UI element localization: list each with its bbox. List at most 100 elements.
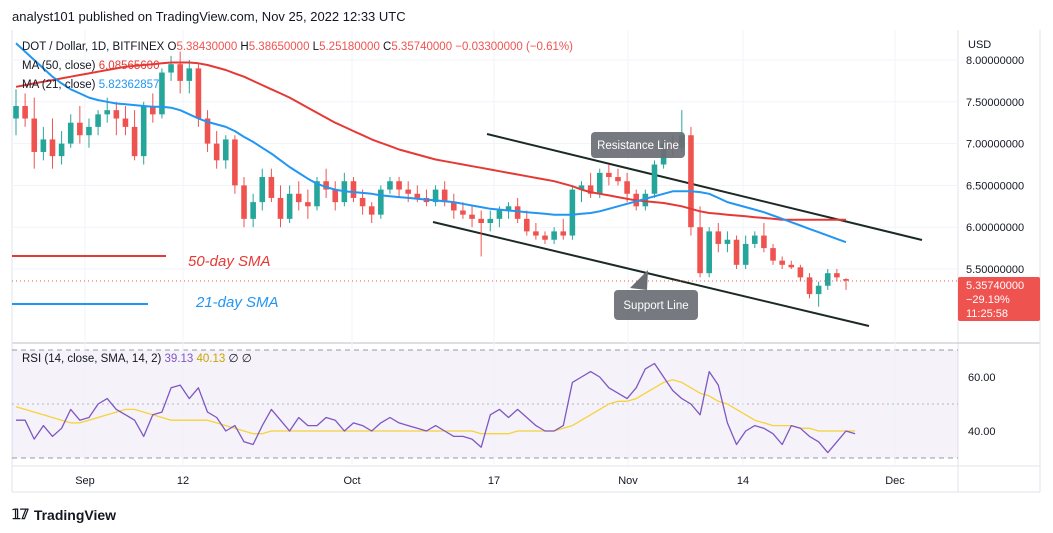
- candle-body: [159, 72, 165, 115]
- candle-body: [387, 181, 393, 190]
- candle: [387, 177, 393, 194]
- price-tick-label: 6.00000000: [966, 222, 1024, 234]
- candle: [688, 126, 694, 236]
- candle: [268, 168, 275, 203]
- candle-body: [569, 189, 576, 236]
- rsi-line: [16, 362, 856, 454]
- rsi-tick-label: 60.00: [968, 372, 996, 384]
- ma50-line: [15, 61, 846, 221]
- candle-body: [140, 105, 147, 157]
- candle-body: [104, 110, 111, 115]
- time-tick-label[interactable]: 12: [177, 475, 189, 487]
- candle: [733, 235, 740, 269]
- price-tick-label: 5.50000000: [966, 264, 1024, 276]
- time-tick-label[interactable]: Dec: [885, 475, 905, 487]
- candle-body: [305, 202, 311, 207]
- candle-body: [323, 181, 329, 190]
- candle-body: [797, 267, 804, 278]
- candle-body: [469, 214, 475, 219]
- candle-body: [186, 68, 193, 81]
- time-tick-label[interactable]: 14: [737, 475, 749, 487]
- candle: [815, 281, 822, 307]
- candle-body: [13, 105, 19, 119]
- candle-body: [551, 231, 557, 240]
- sma50-annotation: 50-day SMA: [188, 253, 271, 270]
- rsi-sma-line: [15, 379, 856, 435]
- candle-body: [131, 126, 138, 157]
- candle: [797, 264, 804, 282]
- candle: [58, 131, 65, 165]
- candle-body: [460, 210, 466, 215]
- candle-body: [779, 260, 785, 265]
- candle-body: [651, 164, 658, 194]
- candle: [569, 185, 576, 240]
- candle: [834, 269, 840, 282]
- candle-body: [542, 235, 548, 240]
- candle: [770, 243, 776, 265]
- candle: [277, 185, 284, 228]
- candle-body: [815, 285, 822, 295]
- candle: [578, 181, 585, 203]
- time-tick-label[interactable]: 17: [488, 475, 500, 487]
- candle: [487, 210, 494, 232]
- candle-body: [168, 64, 174, 73]
- candle: [140, 101, 147, 165]
- candle-body: [742, 243, 749, 265]
- candle-body: [706, 231, 712, 274]
- candle-body: [213, 143, 220, 161]
- candle-body: [277, 197, 284, 219]
- candle: [378, 185, 384, 219]
- candle: [22, 93, 28, 127]
- candle-body: [113, 110, 120, 119]
- candle: [551, 227, 557, 244]
- candle: [751, 231, 758, 249]
- candle: [77, 105, 83, 144]
- candle: [49, 118, 56, 169]
- candle-body: [806, 277, 813, 295]
- candle-body: [204, 118, 211, 144]
- brand-footer[interactable]: 𝟙𝟟 TradingView: [12, 506, 116, 523]
- tradingview-logo-icon: 𝟙𝟟: [12, 506, 29, 522]
- candle: [67, 114, 74, 148]
- candle-body: [368, 206, 375, 215]
- symbol-legend: DOT / Dollar, 1D, BITFINEX O5.38430000 H…: [22, 41, 573, 53]
- price-tick-label: 7.50000000: [966, 97, 1024, 109]
- candle-body: [396, 181, 402, 190]
- candle: [113, 101, 120, 136]
- time-tick-label[interactable]: Nov: [618, 475, 638, 487]
- candle-body: [761, 235, 767, 249]
- time-tick-label[interactable]: Oct: [343, 475, 360, 487]
- candle: [213, 131, 220, 169]
- candle: [533, 223, 539, 240]
- candle: [295, 181, 302, 211]
- candle: [432, 185, 439, 207]
- candle-body: [533, 231, 539, 236]
- time-tick-label[interactable]: Sep: [75, 475, 95, 487]
- candle-body: [259, 177, 266, 203]
- candle-body: [332, 189, 339, 203]
- candle: [606, 164, 612, 186]
- candle-body: [22, 105, 28, 119]
- candle: [779, 256, 785, 269]
- candle-body: [587, 185, 594, 194]
- candle: [396, 177, 402, 198]
- resistance-callout: [591, 132, 685, 158]
- candle-body: [250, 202, 256, 219]
- candle-body: [843, 279, 849, 281]
- candle: [241, 177, 247, 228]
- candle-body: [177, 64, 183, 81]
- brand-name: TradingView: [33, 506, 117, 523]
- candle-body: [606, 172, 612, 178]
- candle: [204, 110, 211, 152]
- candle-body: [514, 206, 521, 219]
- candle: [341, 172, 348, 207]
- candle: [232, 135, 238, 194]
- candle-body: [834, 273, 840, 278]
- rsi-tick-label: 40.00: [968, 426, 996, 438]
- candle: [724, 231, 731, 253]
- price-tick-label: 6.50000000: [966, 180, 1024, 192]
- candle: [761, 223, 767, 253]
- candle-body: [596, 172, 603, 194]
- sma21-annotation: 21-day SMA: [195, 294, 279, 311]
- candle: [95, 110, 101, 136]
